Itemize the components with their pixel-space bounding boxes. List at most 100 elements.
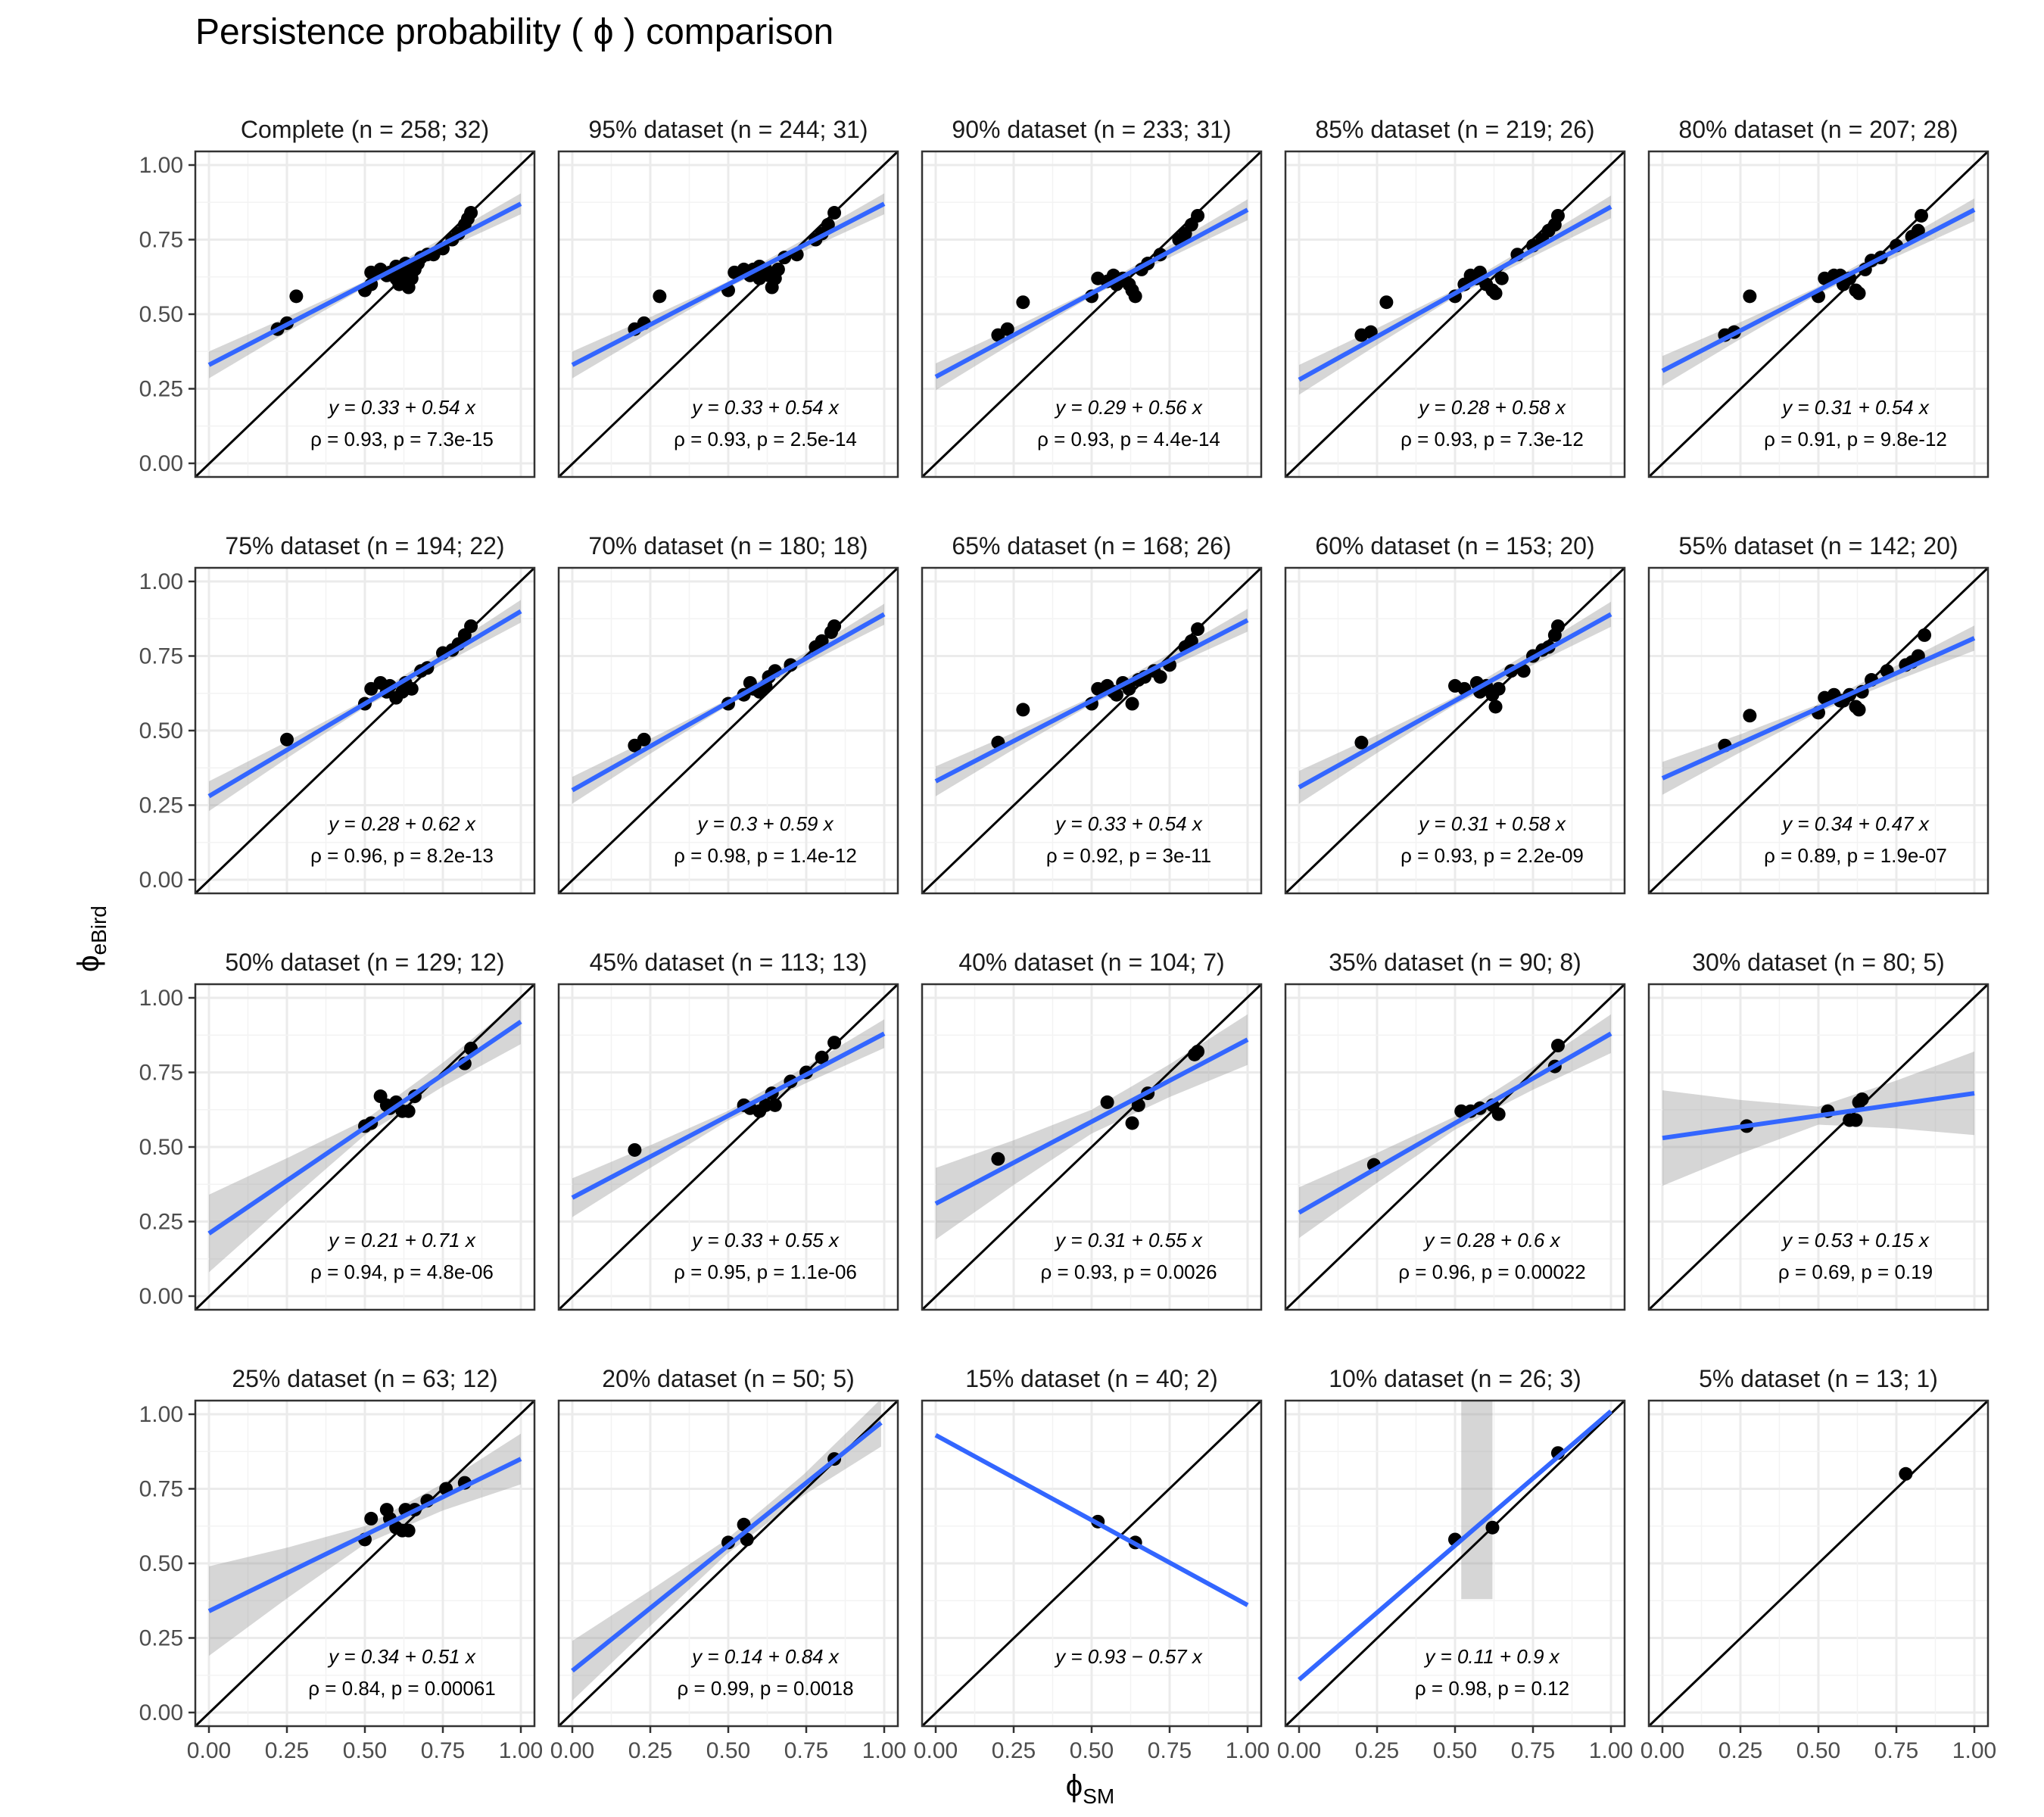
facet-panel: 30% dataset (n = 80; 5) y = 0.53 + 0.15 x… [1647, 949, 1989, 1311]
y-tick-label: 0.75 [139, 644, 183, 669]
correlation-stats: ρ = 0.98, p = 0.12 [1415, 1677, 1569, 1700]
correlation-stats: ρ = 0.93, p = 7.3e-15 [310, 428, 494, 450]
regression-equation: y = 0.28 + 0.58 x [1417, 396, 1566, 419]
correlation-stats: ρ = 0.89, p = 1.9e-07 [1764, 844, 1947, 867]
correlation-stats: ρ = 0.94, p = 4.8e-06 [310, 1261, 494, 1283]
regression-line [571, 1420, 883, 1673]
facet-panel: 90% dataset (n = 233; 31) y = 0.29 + 0.56… [921, 116, 1263, 478]
y-tick-label: 0.00 [139, 868, 183, 893]
confidence-ribbon [936, 1014, 1248, 1240]
panel-border [557, 566, 899, 895]
data-point [1491, 681, 1506, 696]
panel-border [557, 150, 899, 478]
facet-panel: 80% dataset (n = 207; 28) y = 0.31 + 0.54… [1647, 116, 1989, 478]
data-point [827, 1036, 842, 1050]
data-point [1125, 1116, 1139, 1130]
panel-border [921, 983, 1263, 1311]
panel-grid [559, 1401, 898, 1726]
facet-panel: Complete (n = 258; 32) y = 0.33 + 0.54 x ρ… [139, 116, 536, 478]
facet-panel: 10% dataset (n = 26; 3) y = 0.11 + 0.9 x ρ… [1277, 1365, 1633, 1763]
panel-grid [559, 984, 898, 1310]
data-point [1191, 208, 1205, 223]
data-point [364, 1511, 379, 1526]
x-tick-label: 0.75 [421, 1738, 465, 1763]
data-point [759, 1098, 773, 1112]
panel-border [1284, 150, 1626, 478]
y-tick-label: 0.75 [139, 228, 183, 253]
data-point [827, 619, 842, 634]
panel-strip-label: 85% dataset (n = 219; 26) [1315, 116, 1594, 143]
panel-grid [1285, 568, 1625, 893]
identity-line [559, 151, 898, 477]
identity-line [1285, 568, 1625, 893]
data-point [1191, 1044, 1205, 1058]
y-tick-label: 0.25 [139, 1210, 183, 1235]
panel-strip-label: 95% dataset (n = 244; 31) [588, 116, 868, 143]
facet-panels: Complete (n = 258; 32) y = 0.33 + 0.54 x ρ… [139, 116, 1997, 1763]
data-point [1852, 703, 1866, 717]
facet-panel: 70% dataset (n = 180; 18) y = 0.3 + 0.59 … [557, 532, 899, 895]
x-tick-label: 1.00 [1952, 1738, 1996, 1763]
data-point [1550, 208, 1565, 223]
data-point [1000, 322, 1014, 336]
correlation-stats: ρ = 0.96, p = 0.00022 [1398, 1261, 1586, 1283]
data-point [1914, 208, 1928, 223]
y-axis-label-sub: eBird [87, 905, 111, 955]
y-tick-label: 1.00 [139, 1402, 183, 1427]
x-tick-label: 0.00 [1277, 1738, 1321, 1763]
x-tick-label: 0.50 [1796, 1738, 1840, 1763]
data-point [1485, 1520, 1500, 1535]
correlation-stats: ρ = 0.93, p = 0.0026 [1040, 1261, 1217, 1283]
regression-line [207, 1020, 522, 1236]
panel-strip-label: 90% dataset (n = 233; 31) [952, 116, 1231, 143]
data-point [1379, 295, 1394, 310]
data-point [827, 206, 842, 220]
data-point [1184, 634, 1198, 648]
regression-equation: y = 0.93 − 0.57 x [1054, 1645, 1203, 1668]
data-point [1852, 286, 1866, 301]
y-tick-label: 0.75 [139, 1061, 183, 1086]
panel-border [921, 566, 1263, 895]
data-point [464, 206, 478, 220]
identity-line [195, 1401, 534, 1726]
confidence-ribbon [1461, 1401, 1493, 1600]
x-tick-label: 0.75 [1148, 1738, 1192, 1763]
panel-strip-label: Complete (n = 258; 32) [241, 116, 489, 143]
x-tick-label: 0.25 [1718, 1738, 1762, 1763]
data-point [1128, 289, 1142, 304]
data-point [1153, 670, 1167, 684]
data-point [653, 289, 667, 304]
panel-strip-label: 40% dataset (n = 104; 7) [958, 949, 1224, 976]
facet-panel: 20% dataset (n = 50; 5) y = 0.14 + 0.84 x… [550, 1365, 906, 1763]
x-tick-label: 1.00 [1226, 1738, 1270, 1763]
panel-border [921, 150, 1263, 478]
data-point [1016, 703, 1030, 717]
y-tick-label: 0.00 [139, 1284, 183, 1309]
facet-panel: 65% dataset (n = 168; 26) y = 0.33 + 0.54… [921, 532, 1263, 895]
panel-strip-label: 20% dataset (n = 50; 5) [602, 1365, 855, 1392]
panel-grid [1649, 151, 1988, 477]
regression-equation: y = 0.11 + 0.9 x [1423, 1645, 1559, 1668]
identity-line [1285, 151, 1625, 477]
regression-line [934, 618, 1249, 784]
regression-line [1661, 207, 1976, 373]
regression-equation: y = 0.31 + 0.58 x [1417, 812, 1566, 835]
panel-border [1647, 983, 1989, 1311]
facet-panel: 75% dataset (n = 194; 22) y = 0.28 + 0.62… [139, 532, 536, 895]
data-point [280, 732, 294, 746]
regression-equation: y = 0.31 + 0.54 x [1781, 396, 1930, 419]
x-tick-label: 0.50 [706, 1738, 750, 1763]
data-point [1516, 664, 1531, 678]
correlation-stats: ρ = 0.93, p = 7.3e-12 [1401, 428, 1584, 450]
regression-line [571, 201, 886, 367]
regression-line [1661, 636, 1976, 781]
svg-text:ϕSM: ϕSM [1066, 1769, 1114, 1808]
panel-border [1284, 983, 1626, 1311]
identity-line [559, 984, 898, 1310]
data-point [1918, 628, 1932, 642]
identity-line [1649, 568, 1988, 893]
correlation-stats: ρ = 0.91, p = 9.8e-12 [1764, 428, 1947, 450]
regression-equation: y = 0.33 + 0.54 x [1054, 812, 1203, 835]
panel-grid [195, 984, 534, 1310]
